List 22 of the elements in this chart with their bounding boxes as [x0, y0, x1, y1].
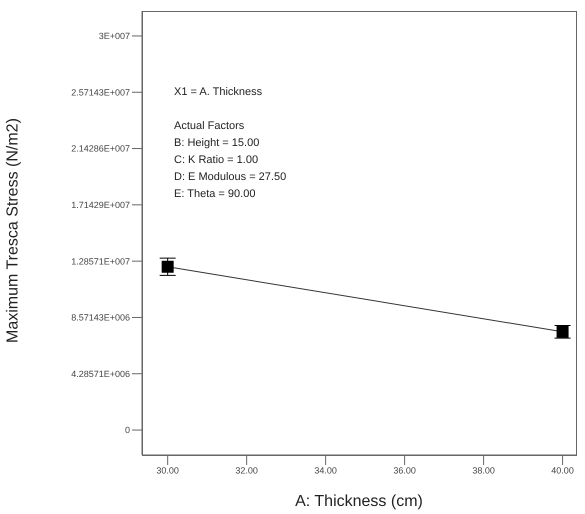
annotation: B: Height = 15.00 — [174, 136, 260, 151]
annotation: X1 = A. Thickness — [174, 85, 264, 100]
y-tick-label: 3E+007 — [98, 31, 130, 42]
y-tick-label: 8.57143E+006 — [71, 312, 130, 323]
x-tick-label: 36.00 — [393, 465, 416, 476]
x-tick-label: 40.00 — [551, 465, 574, 476]
y-tick-label: 1.71429E+007 — [71, 200, 130, 210]
x-axis-title: A: Thickness (cm) — [295, 493, 423, 510]
x-tick-label: 38.00 — [472, 465, 495, 476]
y-axis-title: Maximum Tresca Stress (N/m2) — [4, 118, 22, 343]
x-tick-label: 34.00 — [314, 465, 337, 476]
annotation: E: Theta = 90.00 — [174, 187, 256, 202]
y-tick-label: 1.28571E+007 — [71, 256, 130, 266]
y-tick-label: 2.14286E+007 — [71, 144, 130, 154]
annotation: D: E Modulous = 27.50 — [174, 170, 286, 185]
annotation: Actual Factors — [174, 119, 246, 134]
x-tick-label: 30.00 — [156, 465, 179, 476]
x-tick-label: 32.00 — [235, 465, 258, 476]
y-tick-label: 2.57143E+007 — [71, 87, 130, 98]
y-tick-label: 4.28571E+006 — [71, 368, 130, 379]
annotation: C: K Ratio = 1.00 — [174, 153, 260, 168]
y-tick-label: 0 — [124, 425, 130, 436]
